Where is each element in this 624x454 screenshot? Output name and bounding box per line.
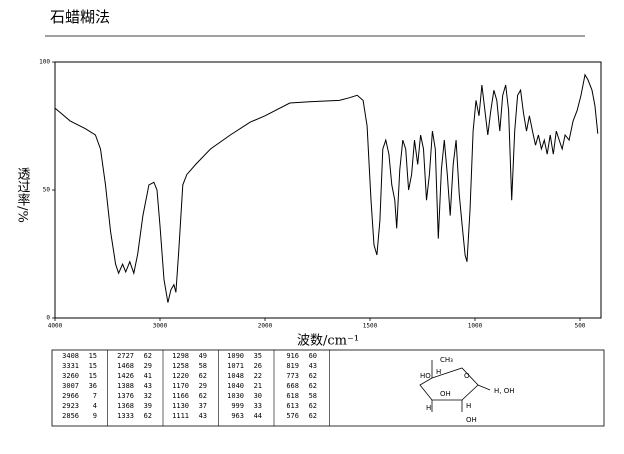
- x-tick-label: 1000: [468, 323, 483, 330]
- peak-intensity: 43: [144, 382, 152, 390]
- peak-wavenumber: 1258: [172, 362, 189, 370]
- peak-intensity: 62: [144, 412, 152, 420]
- peak-wavenumber: 1090: [227, 352, 244, 360]
- peak-intensity: 15: [89, 362, 97, 370]
- x-tick-label: 4000: [48, 323, 63, 330]
- peak-intensity: 62: [309, 382, 317, 390]
- peak-intensity: 7: [93, 392, 97, 400]
- structure-label: OH: [466, 416, 477, 424]
- peak-intensity: 62: [309, 412, 317, 420]
- peak-wavenumber: 3260: [62, 372, 79, 380]
- peak-wavenumber: 1040: [227, 382, 244, 390]
- structure-label: H, OH: [494, 387, 515, 395]
- peak-wavenumber: 963: [231, 412, 244, 420]
- peak-wavenumber: 1333: [117, 412, 134, 420]
- peak-intensity: 15: [89, 352, 97, 360]
- peak-wavenumber: 1130: [172, 402, 189, 410]
- peak-wavenumber: 1030: [227, 392, 244, 400]
- peak-intensity: 22: [254, 372, 262, 380]
- peak-wavenumber: 2966: [62, 392, 79, 400]
- peak-wavenumber: 1071: [227, 362, 244, 370]
- peak-wavenumber: 2923: [62, 402, 79, 410]
- peak-intensity: 62: [309, 372, 317, 380]
- peak-wavenumber: 1170: [172, 382, 189, 390]
- peak-wavenumber: 999: [231, 402, 244, 410]
- peak-wavenumber: 576: [286, 412, 299, 420]
- peak-wavenumber: 618: [286, 392, 299, 400]
- peak-intensity: 36: [89, 382, 97, 390]
- peak-wavenumber: 2856: [62, 412, 79, 420]
- peak-wavenumber: 1166: [172, 392, 189, 400]
- x-tick-label: 3000: [153, 323, 168, 330]
- peak-intensity: 44: [254, 412, 262, 420]
- peak-wavenumber: 613: [286, 402, 299, 410]
- peak-wavenumber: 1468: [117, 362, 134, 370]
- structure-label: H: [466, 402, 471, 410]
- peak-wavenumber: 1298: [172, 352, 189, 360]
- y-axis-label: 透过率/%: [15, 167, 31, 223]
- peak-table-frame: [51, 349, 605, 427]
- peak-intensity: 35: [254, 352, 262, 360]
- structure: [419, 360, 491, 412]
- peak-wavenumber: 1368: [117, 402, 134, 410]
- peak-intensity: 29: [199, 382, 207, 390]
- x-tick-label: 500: [575, 323, 586, 330]
- peak-intensity: 43: [199, 412, 207, 420]
- peak-wavenumber: 1388: [117, 382, 134, 390]
- peak-wavenumber: 1220: [172, 372, 189, 380]
- peak-intensity: 4: [93, 402, 97, 410]
- x-tick-label: 1500: [363, 323, 378, 330]
- peak-wavenumber: 1111: [172, 412, 189, 420]
- peak-wavenumber: 1426: [117, 372, 134, 380]
- peak-wavenumber: 773: [286, 372, 299, 380]
- peak-wavenumber: 916: [286, 352, 299, 360]
- peak-wavenumber: 3408: [62, 352, 79, 360]
- peak-intensity: 21: [254, 382, 262, 390]
- peak-intensity: 30: [254, 392, 262, 400]
- peak-intensity: 58: [199, 362, 207, 370]
- peak-wavenumber: 668: [286, 382, 299, 390]
- peak-intensity: 37: [199, 402, 207, 410]
- structure-label: CH₃: [440, 356, 453, 364]
- peak-wavenumber: 2727: [117, 352, 134, 360]
- x-axis-label: 波数/cm⁻¹: [297, 334, 359, 349]
- structure-label: O: [464, 372, 470, 380]
- y-tick-label: 0: [46, 315, 50, 322]
- peak-intensity: 9: [93, 412, 97, 420]
- peak-intensity: 32: [144, 392, 152, 400]
- peak-intensity: 33: [254, 402, 262, 410]
- peak-intensity: 58: [309, 392, 317, 400]
- y-tick-label: 100: [39, 59, 50, 66]
- peak-intensity: 60: [309, 352, 317, 360]
- peak-wavenumber: 1048: [227, 372, 244, 380]
- y-tick-label: 50: [43, 187, 51, 194]
- peak-intensity: 41: [144, 372, 152, 380]
- structure-label: OH: [440, 390, 451, 398]
- peak-intensity: 43: [309, 362, 317, 370]
- structure-label: H: [426, 404, 431, 412]
- peak-wavenumber: 3331: [62, 362, 79, 370]
- spectrum-line: [54, 73, 599, 303]
- peak-intensity: 62: [309, 402, 317, 410]
- peak-intensity: 62: [199, 372, 207, 380]
- peak-wavenumber: 819: [286, 362, 299, 370]
- peak-intensity: 39: [144, 402, 152, 410]
- peak-intensity: 62: [199, 392, 207, 400]
- bond: [477, 384, 491, 391]
- x-tick-label: 2000: [258, 323, 273, 330]
- peak-intensity: 26: [254, 362, 262, 370]
- peak-intensity: 29: [144, 362, 152, 370]
- peak-intensity: 15: [89, 372, 97, 380]
- page-title: 石蜡糊法: [50, 8, 110, 26]
- peak-wavenumber: 1376: [117, 392, 134, 400]
- structure-label: H: [436, 368, 441, 376]
- structure-label: HO: [420, 372, 431, 380]
- peak-intensity: 62: [144, 352, 152, 360]
- peak-intensity: 49: [199, 352, 207, 360]
- peak-wavenumber: 3007: [62, 382, 79, 390]
